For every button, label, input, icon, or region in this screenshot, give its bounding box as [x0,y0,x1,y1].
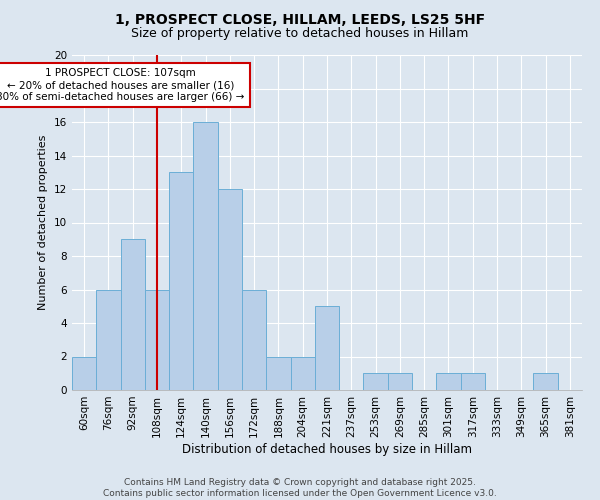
X-axis label: Distribution of detached houses by size in Hillam: Distribution of detached houses by size … [182,442,472,456]
Text: Contains HM Land Registry data © Crown copyright and database right 2025.
Contai: Contains HM Land Registry data © Crown c… [103,478,497,498]
Bar [436,373,461,390]
Bar [145,290,169,390]
Bar [533,373,558,390]
Bar [315,306,339,390]
Bar [461,373,485,390]
Text: 1 PROSPECT CLOSE: 107sqm
← 20% of detached houses are smaller (16)
80% of semi-d: 1 PROSPECT CLOSE: 107sqm ← 20% of detach… [0,68,245,102]
Text: Size of property relative to detached houses in Hillam: Size of property relative to detached ho… [131,28,469,40]
Bar [242,290,266,390]
Bar [121,240,145,390]
Bar [193,122,218,390]
Bar [72,356,96,390]
Bar [96,290,121,390]
Bar [290,356,315,390]
Bar [364,373,388,390]
Bar [266,356,290,390]
Text: 1, PROSPECT CLOSE, HILLAM, LEEDS, LS25 5HF: 1, PROSPECT CLOSE, HILLAM, LEEDS, LS25 5… [115,12,485,26]
Bar [218,189,242,390]
Bar [388,373,412,390]
Y-axis label: Number of detached properties: Number of detached properties [38,135,49,310]
Bar [169,172,193,390]
